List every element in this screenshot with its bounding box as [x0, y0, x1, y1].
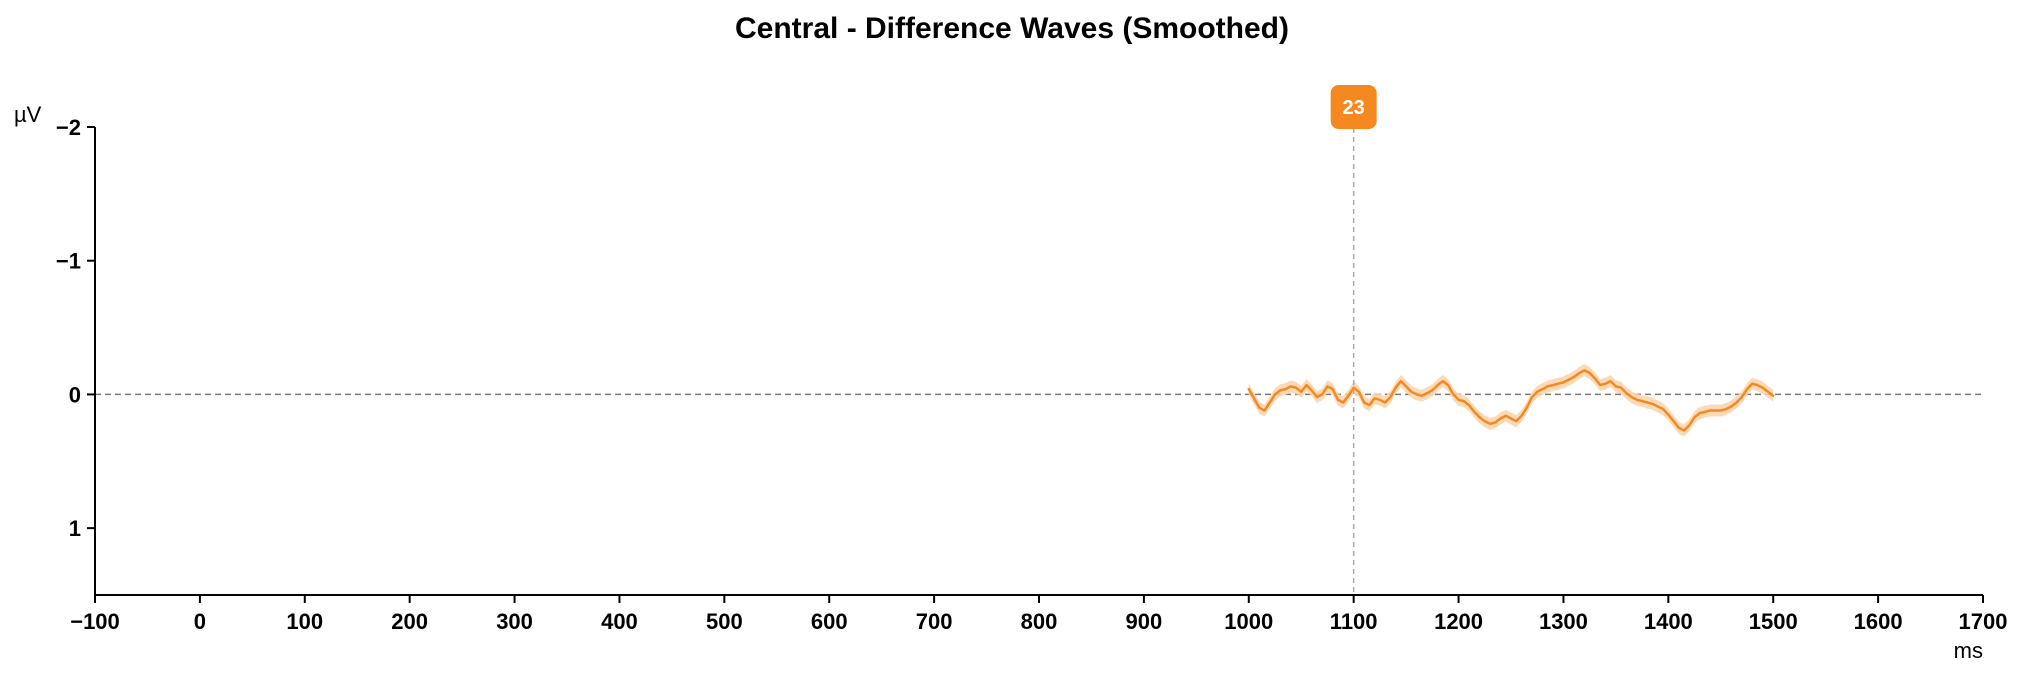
y-tick-label: 1 [69, 516, 81, 541]
x-tick-label: 200 [391, 609, 428, 634]
x-tick-label: 600 [811, 609, 848, 634]
x-tick-label: 1600 [1854, 609, 1903, 634]
y-tick-label: −2 [56, 115, 81, 140]
chart-title: Central - Difference Waves (Smoothed) [735, 12, 1289, 45]
x-tick-label: 700 [916, 609, 953, 634]
marker-badge [1330, 85, 1377, 129]
x-tick-label: 1000 [1224, 609, 1273, 634]
x-tick-label: 1300 [1539, 609, 1588, 634]
y-tick-label: −1 [56, 249, 81, 274]
x-tick-label: 1400 [1644, 609, 1693, 634]
x-axis-ticks: −100 0 100 200 300 400 500 600 700 800 900 1000 1100… [70, 595, 2007, 634]
x-tick-label: −100 [70, 609, 120, 634]
marker-group: 23 [1330, 85, 1377, 595]
x-tick-label: 1700 [1959, 609, 2008, 634]
x-tick-label: 300 [496, 609, 533, 634]
plot-area [95, 364, 1983, 437]
y-axis-ticks: −2 −1 0 1 [56, 115, 95, 541]
x-tick-label: 0 [194, 609, 206, 634]
x-axis-unit-label: ms [1954, 638, 1983, 663]
x-tick-label: 1500 [1749, 609, 1798, 634]
x-tick-label: 500 [706, 609, 743, 634]
y-axis-unit-label: µV [14, 102, 42, 127]
x-tick-label: 1100 [1330, 609, 1378, 634]
y-tick-label: 0 [69, 382, 81, 407]
series-0-error-band [1248, 364, 1774, 437]
marker-label: 23 [1343, 97, 1365, 119]
x-tick-label: 900 [1126, 609, 1163, 634]
x-tick-label: 100 [286, 609, 323, 634]
x-tick-label: 1200 [1434, 609, 1483, 634]
series-0-line [1247, 369, 1775, 432]
x-tick-label: 400 [601, 609, 638, 634]
x-tick-label: 800 [1021, 609, 1058, 634]
